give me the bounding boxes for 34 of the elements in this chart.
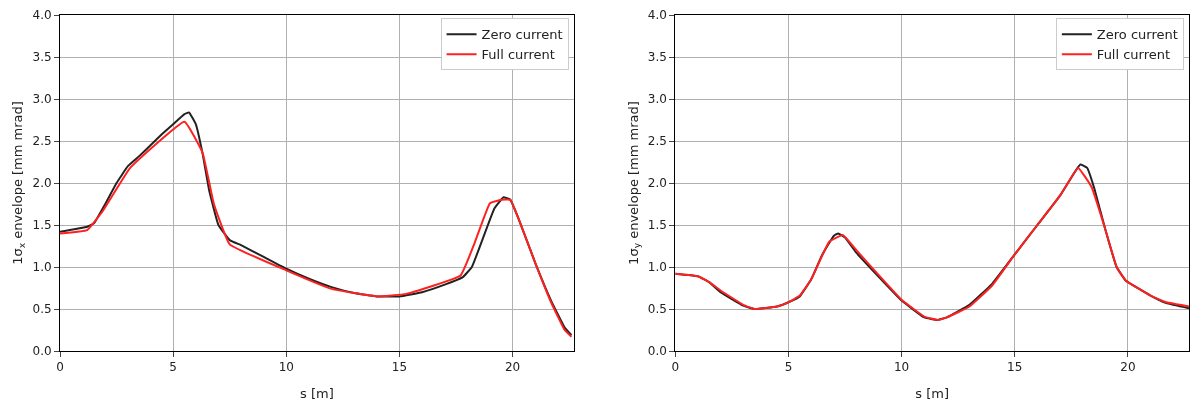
x-tick-label: 15: [1007, 360, 1023, 375]
x-tick-label: 0: [56, 360, 64, 375]
legend-label: Full current: [1096, 47, 1171, 63]
y-tick-label: 4.0: [32, 8, 52, 23]
legend-label: Zero current: [481, 27, 563, 43]
y-tick-label: 3.5: [647, 50, 667, 65]
x-axis-title: s [m]: [915, 386, 950, 401]
y-tick-label: 4.0: [647, 8, 667, 23]
x-tick-label: 0: [671, 360, 680, 375]
x-tick-label: 15: [391, 360, 408, 375]
y-tick-label: 1.5: [647, 218, 667, 233]
x-axis-title: s [m]: [299, 386, 334, 401]
y-tick-label: 2.5: [32, 134, 52, 149]
legend-label: Full current: [481, 47, 555, 63]
legend-label: Zero current: [1096, 27, 1178, 43]
x-tick-label: 20: [1120, 360, 1136, 375]
y-tick-label: 0.0: [647, 344, 667, 359]
x-tick-label: 10: [278, 360, 294, 375]
y-tick-label: 3.5: [32, 50, 52, 65]
y-tick-label: 0.0: [32, 344, 52, 359]
y-tick-label: 3.0: [647, 92, 667, 107]
x-tick-label: 5: [784, 360, 793, 375]
x-tick-label: 20: [504, 360, 521, 375]
y-tick-label: 0.5: [32, 302, 52, 317]
y-tick-label: 1.5: [32, 218, 52, 233]
y-tick-label: 1.0: [32, 260, 52, 275]
x-tick-label: 5: [169, 360, 177, 375]
x-tick-label: 10: [893, 360, 910, 375]
y-tick-label: 3.0: [32, 92, 52, 107]
y-tick-label: 0.5: [647, 302, 667, 317]
y-tick-label: 1.0: [647, 260, 667, 275]
y-tick-label: 2.0: [647, 176, 667, 191]
y-tick-label: 2.5: [647, 134, 667, 149]
y-tick-label: 2.0: [32, 176, 52, 191]
